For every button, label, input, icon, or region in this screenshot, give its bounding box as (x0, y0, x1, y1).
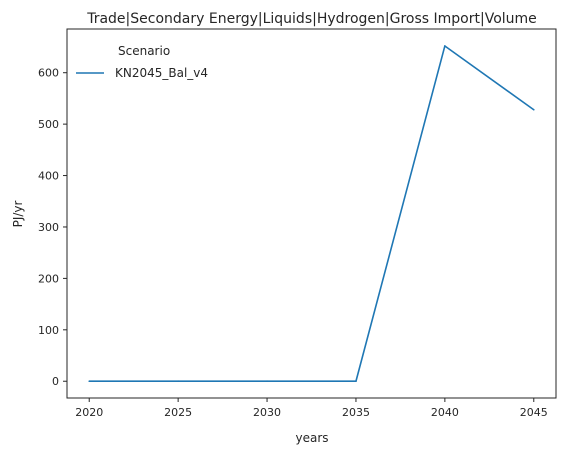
y-tick-label: 200 (38, 272, 59, 285)
data-point (177, 380, 179, 383)
legend-title: Scenario (118, 44, 170, 58)
y-tick-label: 300 (38, 221, 59, 234)
plot-area (66, 28, 557, 399)
x-tick-label: 2040 (431, 406, 459, 419)
y-tick-label: 100 (38, 324, 59, 337)
series-layer (88, 45, 535, 383)
data-point (355, 380, 357, 383)
y-tick-label: 0 (52, 375, 59, 388)
x-tick-label: 2045 (520, 406, 548, 419)
x-axis: 2020 2025 2030 2035 2040 2045 (75, 398, 548, 419)
y-tick-label: 600 (38, 67, 59, 80)
data-point (532, 108, 535, 111)
x-tick-label: 2035 (342, 406, 370, 419)
y-tick-label: 400 (38, 170, 59, 183)
data-point (444, 45, 446, 47)
x-axis-label: years (295, 431, 328, 445)
y-axis-label: PJ/yr (11, 201, 25, 228)
legend: Scenario KN2045_Bal_v4 (76, 44, 208, 80)
x-tick-label: 2030 (253, 406, 281, 419)
series-line-0 (89, 45, 535, 383)
x-tick-label: 2020 (75, 406, 103, 419)
legend-item-label: KN2045_Bal_v4 (115, 66, 208, 80)
chart-title: Trade|Secondary Energy|Liquids|Hydrogen|… (86, 11, 537, 27)
y-axis: 0 100 200 300 400 500 600 (38, 67, 67, 388)
y-tick-label: 500 (38, 118, 59, 131)
x-tick-label: 2025 (164, 406, 192, 419)
data-point (266, 380, 268, 383)
data-point (88, 380, 91, 383)
